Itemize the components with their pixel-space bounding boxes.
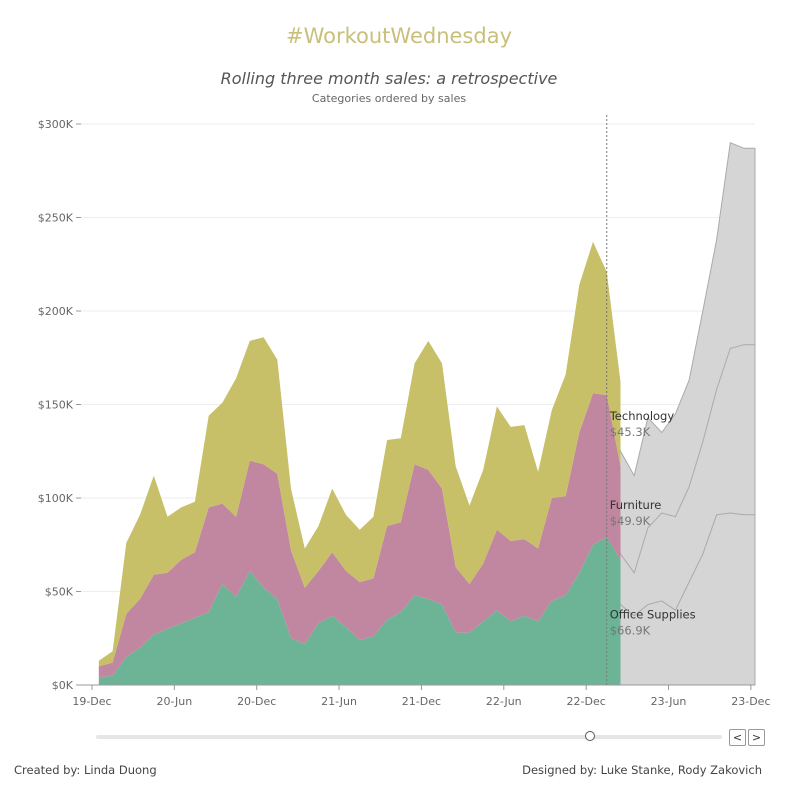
workout-wednesday-title: #WorkoutWednesday xyxy=(286,24,512,48)
y-tick-label: $150K xyxy=(38,399,74,412)
designed-by-credit: Designed by: Luke Stanke, Rody Zakovich xyxy=(522,763,762,777)
stacked-areas xyxy=(98,241,621,685)
x-tick-label: 23-Dec xyxy=(731,695,770,708)
series-area-furniture xyxy=(98,393,621,678)
forecast-line-middle xyxy=(606,344,755,574)
y-tick-label: $250K xyxy=(38,212,74,225)
category-value-office-supplies: $66.9K xyxy=(610,623,651,637)
y-tick-label: $50K xyxy=(45,586,74,599)
category-value-furniture: $49.9K xyxy=(610,514,651,528)
next-button[interactable]: > xyxy=(748,729,765,746)
y-tick-label: $300K xyxy=(38,118,74,131)
date-slider-track[interactable] xyxy=(96,735,722,739)
x-tick-label: 20-Jun xyxy=(156,695,192,708)
category-labels: Office Supplies $66.9K Furniture $49.9K Tech… xyxy=(609,409,696,637)
date-slider-handle[interactable] xyxy=(585,731,595,741)
chart-title: Rolling three month sales: a retrospecti… xyxy=(220,69,558,88)
forecast-line-lower xyxy=(606,512,755,617)
x-tick-label: 20-Dec xyxy=(237,695,276,708)
chart-subtitle: Categories ordered by sales xyxy=(311,92,467,105)
x-tick-label: 21-Dec xyxy=(402,695,441,708)
category-label-office-supplies: Office Supplies xyxy=(610,607,696,621)
series-area-office-supplies xyxy=(98,537,621,685)
x-tick-label: 22-Dec xyxy=(567,695,606,708)
category-label-technology: Technology xyxy=(609,409,675,423)
y-tick-label: $0K xyxy=(52,679,74,692)
category-label-furniture: Furniture xyxy=(610,498,662,512)
x-tick-label: 22-Jun xyxy=(486,695,522,708)
axes: $0K $50K $100K $150K $200K $250K $300K 19-Dec 20… xyxy=(38,115,771,708)
previous-button[interactable]: < xyxy=(729,729,746,746)
created-by-credit: Created by: Linda Duong xyxy=(14,763,157,777)
y-tick-label: $200K xyxy=(38,305,74,318)
series-area-technology xyxy=(98,241,621,667)
x-tick-label: 21-Jun xyxy=(321,695,357,708)
x-tick-label: 19-Dec xyxy=(72,695,111,708)
category-value-technology: $45.3K xyxy=(610,425,651,439)
x-tick-label: 23-Jun xyxy=(651,695,687,708)
y-tick-label: $100K xyxy=(38,492,74,505)
